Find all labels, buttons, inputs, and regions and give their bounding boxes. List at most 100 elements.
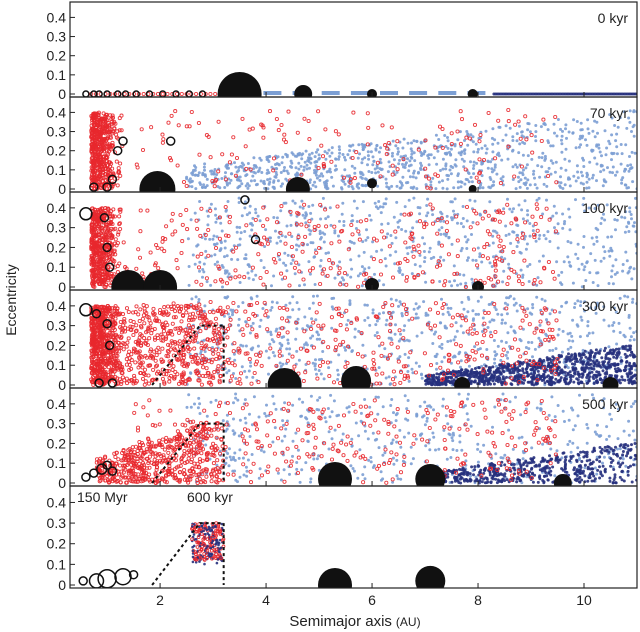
dark-blue-planetesimal [469, 375, 473, 379]
blue-planetesimal [423, 260, 426, 264]
blue-planetesimal [435, 162, 439, 166]
red-planetesimal [404, 275, 410, 280]
blue-planetesimal [449, 172, 453, 176]
red-planetesimal [109, 147, 114, 152]
blue-planetesimal [478, 252, 482, 256]
blue-planetesimal [337, 157, 341, 161]
blue-planetesimal [369, 255, 373, 259]
red-planetesimal [420, 270, 425, 275]
red-planetesimal [491, 283, 496, 288]
blue-planetesimal [460, 180, 464, 184]
red-planetesimal [337, 270, 342, 275]
blue-planetesimal [602, 245, 605, 249]
dark-blue-planetesimal [595, 370, 599, 374]
red-planetesimal [98, 207, 103, 212]
blue-planetesimal [379, 161, 383, 165]
blue-planetesimal [185, 175, 189, 179]
blue-planetesimal [358, 152, 361, 156]
red-planetesimal [482, 245, 487, 250]
dark-blue-planetesimal [457, 370, 460, 373]
red-planetesimal [99, 257, 104, 262]
red-planetesimal [378, 272, 384, 277]
red-planetesimal [435, 173, 440, 178]
blue-planetesimal [246, 182, 250, 186]
red-planetesimal [533, 221, 538, 226]
dark-blue-planetesimal [600, 381, 604, 385]
giant-planet [468, 185, 477, 192]
blue-planetesimal [360, 161, 364, 165]
blue-planetesimal [507, 262, 511, 266]
blue-planetesimal [285, 347, 289, 351]
blue-planetesimal [363, 156, 367, 160]
blue-planetesimal [631, 297, 635, 301]
dark-blue-planetesimal [517, 368, 521, 372]
blue-planetesimal [518, 303, 522, 307]
red-planetesimal [91, 112, 96, 117]
dark-blue-planetesimal [617, 347, 621, 351]
red-planetesimal [287, 231, 292, 236]
red-planetesimal [539, 138, 544, 144]
blue-planetesimal [488, 320, 492, 324]
blue-planetesimal [537, 196, 541, 200]
blue-planetesimal [497, 125, 501, 129]
blue-planetesimal [238, 226, 242, 229]
blue-planetesimal [626, 164, 630, 168]
blue-planetesimal [334, 164, 338, 168]
red-planetesimal [279, 204, 284, 209]
red-planetesimal [455, 238, 460, 243]
red-planetesimal [325, 273, 330, 278]
red-planetesimal [333, 129, 338, 134]
blue-planetesimal [289, 262, 293, 266]
blue-planetesimal [382, 283, 386, 287]
blue-planetesimal [456, 180, 460, 184]
dark-blue-planetesimal [629, 365, 633, 369]
blue-planetesimal [365, 367, 369, 371]
blue-planetesimal [293, 272, 297, 276]
blue-planetesimal [327, 169, 331, 173]
red-planetesimal [330, 261, 336, 266]
blue-planetesimal [446, 340, 450, 343]
blue-planetesimal [394, 236, 398, 240]
blue-planetesimal [472, 160, 476, 164]
red-planetesimal [483, 209, 488, 214]
red-planetesimal [516, 274, 521, 279]
blue-planetesimal [205, 280, 209, 284]
blue-planetesimal [400, 314, 404, 318]
blue-planetesimal [250, 297, 254, 301]
red-planetesimal [428, 186, 433, 191]
blue-planetesimal [219, 241, 223, 245]
blue-planetesimal [311, 334, 315, 338]
dark-blue-planetesimal [599, 365, 603, 369]
blue-planetesimal [467, 172, 471, 175]
blue-planetesimal [403, 205, 407, 209]
red-planetesimal [113, 226, 118, 231]
blue-planetesimal [275, 327, 279, 331]
dark-blue-planetesimal [459, 373, 463, 377]
red-planetesimal [264, 269, 269, 275]
blue-planetesimal [493, 138, 497, 142]
red-planetesimal [273, 260, 278, 265]
dark-blue-planetesimal [522, 371, 526, 375]
blue-planetesimal [331, 307, 335, 311]
blue-planetesimal [342, 224, 346, 227]
blue-planetesimal [575, 323, 579, 327]
red-planetesimal [335, 204, 340, 209]
blue-planetesimal [239, 231, 243, 235]
dark-blue-planetesimal [547, 364, 551, 368]
red-planetesimal [197, 152, 202, 157]
red-planetesimal [212, 184, 217, 189]
blue-planetesimal [440, 226, 444, 230]
blue-planetesimal [333, 229, 337, 233]
blue-planetesimal [235, 230, 239, 234]
dark-blue-planetesimal [425, 378, 429, 382]
blue-planetesimal [349, 258, 353, 262]
blue-planetesimal [278, 361, 282, 365]
blue-planetesimal [377, 150, 381, 154]
red-planetesimal [106, 152, 111, 157]
blue-planetesimal [514, 163, 518, 167]
blue-planetesimal [464, 315, 468, 319]
red-planetesimal [463, 167, 468, 172]
red-planetesimal [498, 238, 503, 243]
blue-planetesimal-group [409, 91, 428, 95]
blue-planetesimal [393, 332, 397, 336]
